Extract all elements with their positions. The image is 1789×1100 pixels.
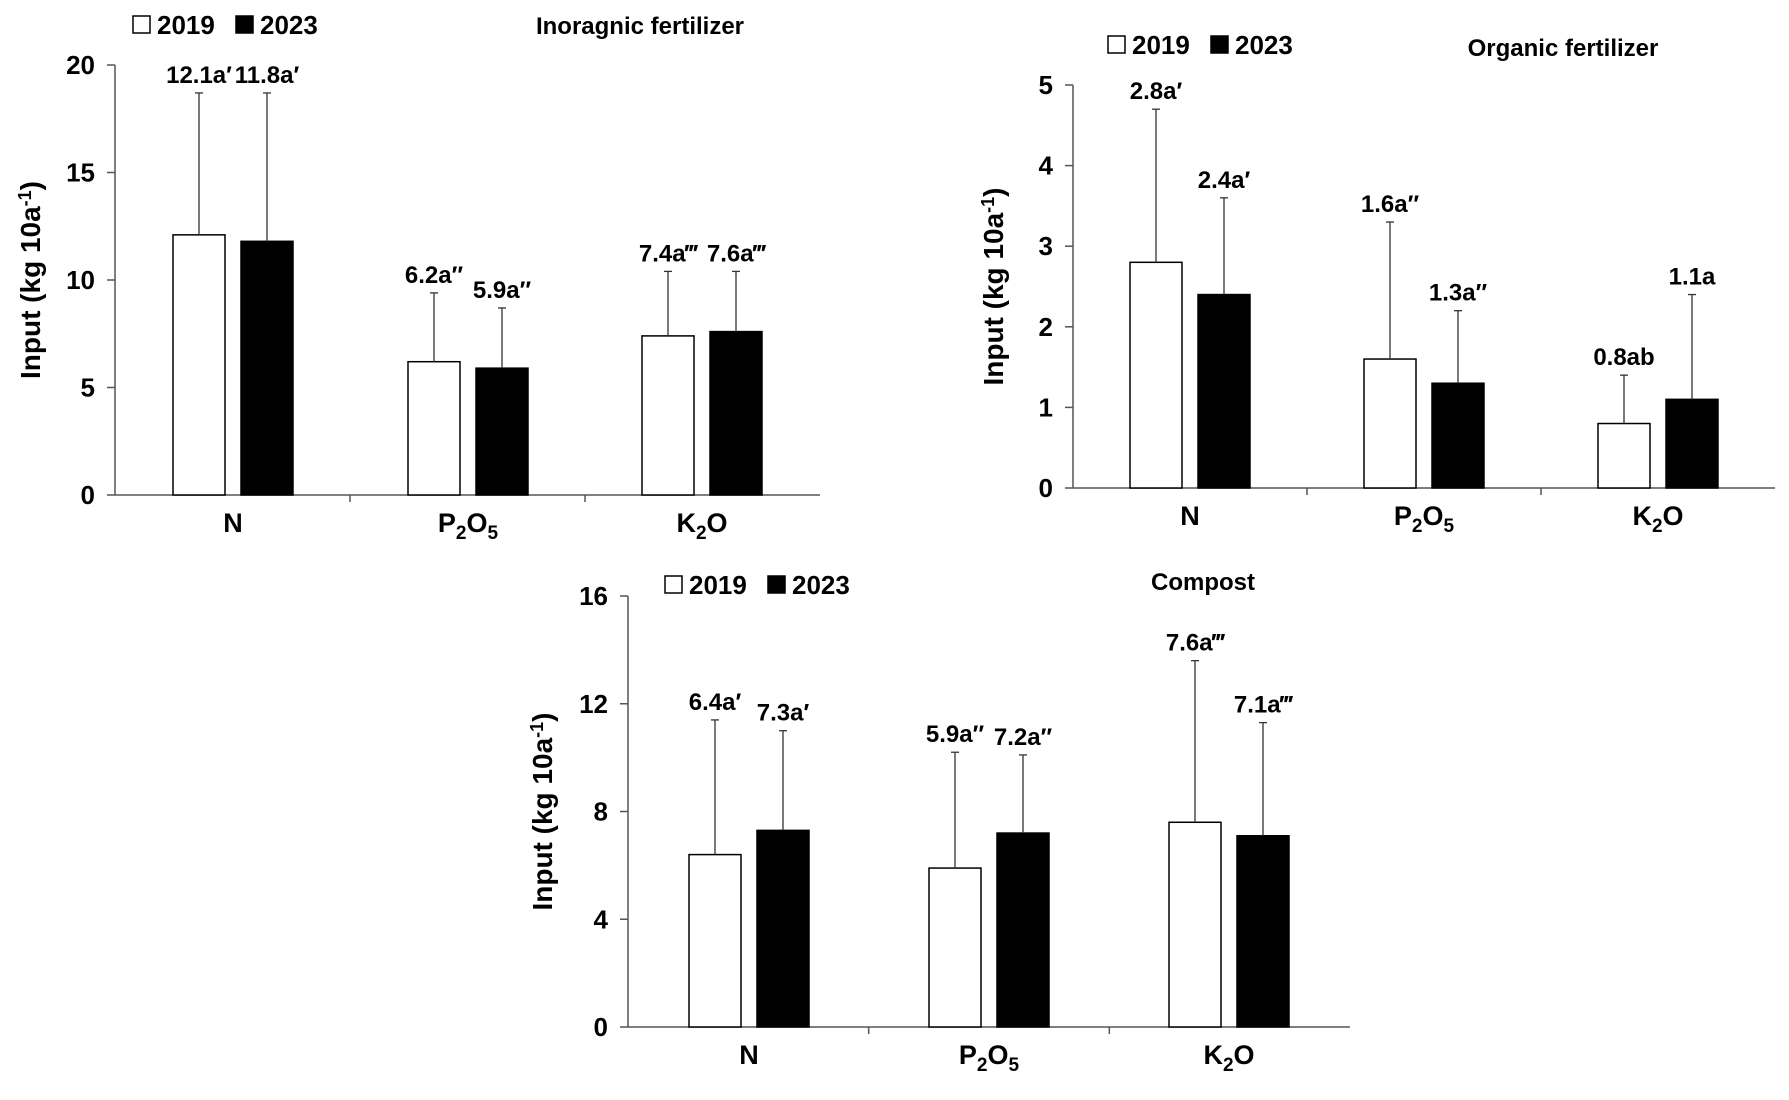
bar-2019-P2O5 [928,867,982,1028]
legend-swatch-2023 [235,15,254,34]
legend-label-2023: 2023 [260,10,318,40]
data-label: 7.4a‴ [639,240,699,267]
data-label: 1.6a″ [1361,191,1420,218]
chart-title: Inoragnic fertilizer [536,13,744,40]
bar-2019-P2O5 [1363,358,1417,489]
y-tick-label: 12 [579,689,608,719]
y-tick-label: 5 [1039,70,1053,100]
x-category-label: N [1180,501,1200,531]
x-category-label: P2O5 [438,508,499,544]
legend-swatch-2023 [767,575,786,594]
y-tick-label: 4 [594,904,609,934]
chart-title: Organic fertilizer [1468,35,1659,62]
bar-2023-P2O5 [1431,382,1485,489]
data-label: 6.2a″ [405,262,464,289]
y-tick-label: 5 [81,373,95,403]
y-tick-label: 8 [594,797,608,827]
y-tick-label: 0 [81,480,95,510]
bar-2019-N [172,234,226,496]
x-category-label: K2O [676,508,727,544]
bar-2023-N [756,829,810,1028]
chart-panel-3: 0 4 8 12 16 N P2O5 K2O 6.4a′ 5.9a″ 7.6a‴ 7.3a′ 7.2a″… [527,569,1350,1076]
data-label: 7.6a‴ [1166,630,1226,657]
data-label: 7.3a′ [757,700,810,727]
y-tick-label: 3 [1039,231,1053,261]
bar-2019-P2O5 [407,360,461,496]
bar-2023-P2O5 [996,832,1050,1028]
bar-2019-K2O [641,335,695,496]
data-label: 7.6a‴ [707,240,767,267]
bar-2023-N [1197,293,1251,489]
data-label: 0.8ab [1593,344,1654,371]
x-category-label: N [223,508,243,538]
data-label: 5.9a″ [473,277,532,304]
data-label: 7.1a‴ [1234,692,1294,719]
x-category-label: N [739,1040,759,1070]
legend-swatch-2023 [1210,35,1229,54]
data-label: 7.2a″ [994,724,1053,751]
y-axis-label: Input (kg 10a-1) [15,181,46,379]
bar-2023-K2O [709,330,763,496]
y-tick-label: 1 [1039,392,1053,422]
legend: 2019 2023 [664,570,850,600]
y-tick-label: 15 [66,158,95,188]
chart-panel-1: 0 5 10 15 20 N P2O5 K2O 12.1a′ 6.2a″ 7.4a‴ 11.8a′ 5.… [15,10,820,544]
chart-title: Compost [1151,569,1255,596]
data-label: 11.8a′ [235,62,300,89]
y-tick-label: 10 [66,265,95,295]
legend-label-2019: 2019 [689,570,747,600]
y-tick-label: 2 [1039,312,1053,342]
bar-2023-K2O [1665,398,1719,489]
bar-2023-K2O [1236,834,1290,1028]
bar-2023-N [240,240,294,496]
bar-2019-K2O [1597,422,1651,489]
legend: 2019 2023 [1107,30,1293,60]
legend-label-2023: 2023 [1235,30,1293,60]
legend-label-2023: 2023 [792,570,850,600]
data-label: 12.1a′ [166,62,232,89]
x-category-label: P2O5 [959,1040,1020,1076]
legend-swatch-2019 [664,575,683,594]
data-label: 2.8a′ [1130,78,1183,105]
y-tick-label: 4 [1039,151,1054,181]
bar-2019-N [1129,261,1183,489]
data-label: 5.9a″ [926,721,985,748]
bar-2023-P2O5 [475,367,529,496]
data-label: 6.4a′ [689,689,742,716]
data-label: 1.3a″ [1429,280,1488,307]
bar-2019-N [688,853,742,1028]
data-label: 2.4a′ [1198,167,1251,194]
bar-2019-K2O [1168,821,1222,1028]
legend: 2019 2023 [132,10,318,40]
y-tick-label: 0 [1039,473,1053,503]
legend-label-2019: 2019 [1132,30,1190,60]
y-tick-label: 20 [66,50,95,80]
x-category-label: K2O [1203,1040,1254,1076]
y-tick-label: 0 [594,1012,608,1042]
legend-label-2019: 2019 [157,10,215,40]
chart-panel-2: 0 1 2 3 4 5 N P2O5 K2O 2.8a′ 1.6a″ 0.8ab 2.4a′ 1.3a″ 1… [978,30,1775,537]
y-tick-label: 16 [579,581,608,611]
y-axis-label: Input (kg 10a-1) [527,712,558,910]
legend-swatch-2019 [1107,35,1126,54]
y-axis-label: Input (kg 10a-1) [978,187,1009,385]
legend-swatch-2019 [132,15,151,34]
x-category-label: P2O5 [1394,501,1455,537]
x-category-label: K2O [1632,501,1683,537]
data-label: 1.1a [1669,264,1716,291]
